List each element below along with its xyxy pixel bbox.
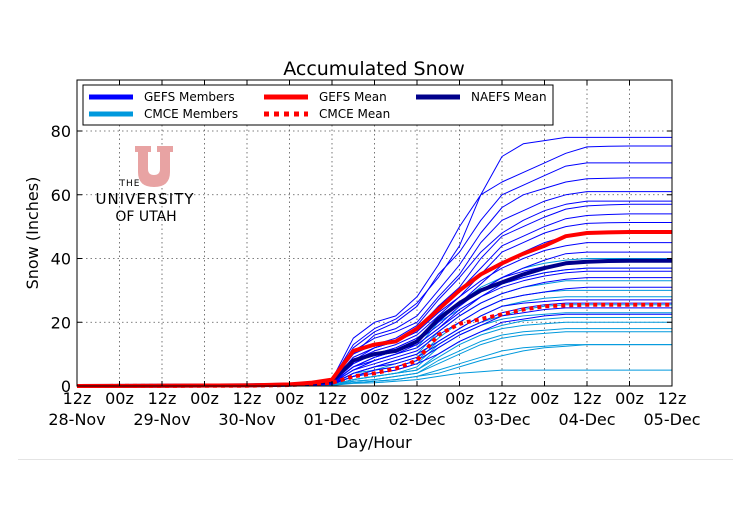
y-tick-label: 0 (61, 377, 71, 396)
page-divider (18, 459, 733, 460)
x-tick-label: 12z (148, 389, 177, 408)
y-tick-label: 80 (51, 122, 71, 141)
x-tick-label: 00z (360, 389, 389, 408)
watermark-line-university: UNIVERSITY (95, 190, 194, 208)
y-tick-label: 20 (51, 313, 71, 332)
x-day-label: 30-Nov (218, 410, 275, 429)
legend: GEFS Members GEFS Mean NAEFS Mean CMCE Memb… (82, 84, 554, 126)
y-tick-label: 60 (51, 186, 71, 205)
x-tick-label: 12z (318, 389, 347, 408)
legend-label-cmce-mean: CMCE Mean (319, 107, 390, 121)
series-lines (76, 136, 672, 388)
watermark-line-the: THE (119, 179, 141, 189)
x-tick-label: 00z (190, 389, 219, 408)
x-day-label: 01-Dec (303, 410, 360, 429)
x-day-label: 03-Dec (473, 410, 530, 429)
x-day-label: 05-Dec (643, 410, 700, 429)
x-tick-label: 12z (63, 389, 92, 408)
x-axis-label: Day/Hour (336, 433, 412, 452)
x-tick-label: 12z (658, 389, 687, 408)
y-axis-label: Snow (Inches) (23, 177, 42, 290)
x-day-label: 28-Nov (48, 410, 105, 429)
legend-label-gefs-members: GEFS Members (144, 90, 235, 104)
x-tick-label: 12z (573, 389, 602, 408)
chart-title: Accumulated Snow (283, 58, 465, 80)
x-tick-label: 00z (530, 389, 559, 408)
x-tick-label: 12z (488, 389, 517, 408)
x-tick-label: 00z (275, 389, 304, 408)
x-tick-label: 00z (445, 389, 474, 408)
y-tick-label: 40 (51, 250, 71, 269)
legend-box (82, 84, 554, 126)
legend-label-gefs-mean: GEFS Mean (319, 90, 387, 104)
gefs-members-line (76, 231, 672, 387)
x-tick-label: 12z (233, 389, 262, 408)
legend-label-naefs-mean: NAEFS Mean (471, 90, 547, 104)
legend-label-cmce-members: CMCE Members (144, 107, 238, 121)
utah-u-logo (135, 146, 173, 187)
x-tick-label: 00z (105, 389, 134, 408)
watermark-line-of-utah: OF UTAH (115, 209, 176, 225)
university-of-utah-watermark: THE UNIVERSITY OF UTAH (95, 146, 194, 225)
x-day-label: 02-Dec (388, 410, 445, 429)
x-day-label: 04-Dec (558, 410, 615, 429)
gefs-members-line (76, 203, 672, 387)
x-tick-label: 00z (615, 389, 644, 408)
axes: 12z 00z 12z 00z 12z 00z 12z 00z 12z 00z 12z 00z 12z 0… (48, 80, 701, 429)
x-tick-label: 12z (403, 389, 432, 408)
x-day-label: 29-Nov (133, 410, 190, 429)
gefs-mean-line (76, 230, 672, 388)
